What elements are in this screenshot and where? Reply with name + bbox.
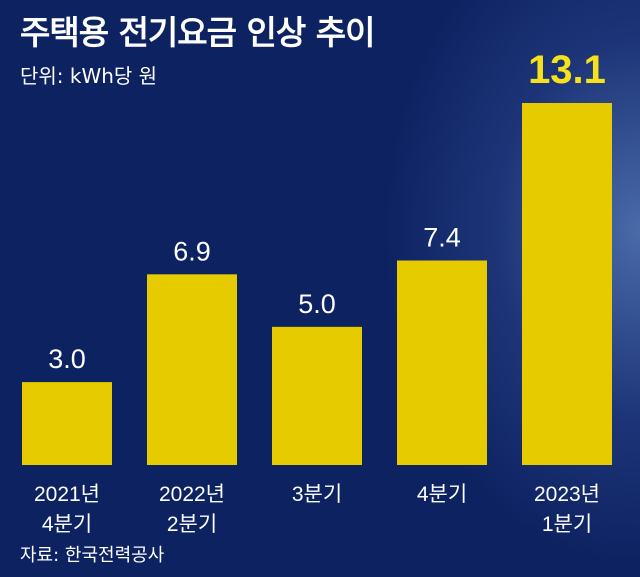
value-label: 13.1: [528, 48, 606, 92]
bar: [272, 326, 362, 465]
category-label: 3분기: [292, 483, 342, 506]
bar: [22, 382, 112, 465]
category-label: 4분기: [417, 483, 467, 506]
chart-title: 주택용 전기요금 인상 추이: [20, 13, 375, 52]
category-label: 2023년: [534, 483, 600, 506]
value-label: 3.0: [48, 344, 86, 374]
value-label: 5.0: [298, 289, 336, 319]
bar: [147, 274, 237, 465]
source-note: 자료: 한국전력공사: [20, 545, 165, 566]
unit-label: 단위: kWh당 원: [20, 64, 158, 88]
category-label: 2분기: [167, 513, 217, 536]
bar: [397, 260, 487, 465]
category-label: 2022년: [159, 483, 225, 506]
value-label: 6.9: [173, 236, 211, 266]
category-label: 2021년: [34, 483, 100, 506]
value-label: 7.4: [423, 223, 461, 253]
bar: [522, 103, 612, 465]
category-label: 4분기: [42, 513, 92, 536]
category-label: 1분기: [542, 513, 592, 536]
